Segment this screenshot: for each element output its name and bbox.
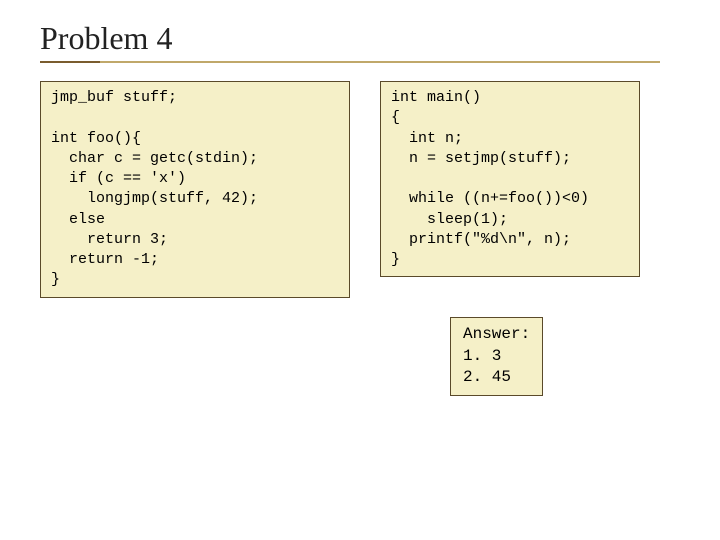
title-underline [40, 61, 680, 63]
content-row: jmp_buf stuff; int foo(){ char c = getc(… [40, 81, 680, 396]
slide: Problem 4 jmp_buf stuff; int foo(){ char… [0, 0, 720, 540]
right-column: int main() { int n; n = setjmp(stuff); w… [380, 81, 640, 396]
underline-light-segment [100, 61, 660, 63]
page-title: Problem 4 [40, 20, 680, 57]
underline-dark-segment [40, 61, 100, 63]
answer-box: Answer: 1. 3 2. 45 [450, 317, 543, 396]
code-box-right: int main() { int n; n = setjmp(stuff); w… [380, 81, 640, 277]
code-box-left: jmp_buf stuff; int foo(){ char c = getc(… [40, 81, 350, 298]
